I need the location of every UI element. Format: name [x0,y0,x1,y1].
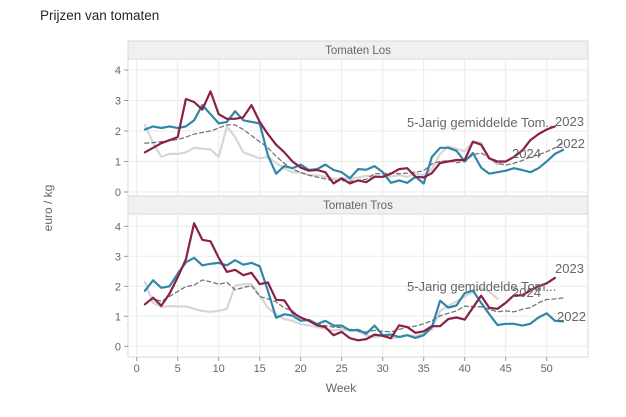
plot-area [127,213,589,358]
y-tick-label: 3 [115,251,121,263]
page-title: Prijzen van tomaten [40,8,160,23]
x-tick-label: 35 [418,363,430,375]
y-axis-title: euro / kg [41,185,55,232]
x-axis-title: Week [326,381,357,395]
series-label: 2024 [512,285,541,300]
series-line-2023 [143,90,557,185]
panel-title: Tomaten Tros [323,200,393,212]
series-label: 5-Jarig gemiddelde Tom... [407,115,556,130]
series-label: 2022 [557,309,586,324]
series-line-2024 [143,280,499,340]
x-tick-label: 5 [175,363,181,375]
x-tick-label: 20 [295,363,307,375]
series-label: 2024 [512,146,541,161]
y-tick-label: 2 [115,281,121,293]
series-line-2022 [143,103,565,185]
x-tick-label: 25 [336,363,348,375]
y-tick-label: 1 [115,311,121,323]
y-tick-label: 1 [115,157,121,169]
series-label: 5-Jarig gemiddelde Tom... [407,279,556,294]
series-line-2023 [143,222,557,342]
panels-group: Tomaten Los 0 1 2 3 4 5-Jarig gemiddelde Tom..… [115,40,589,375]
y-tick-label: 0 [115,187,121,199]
series-line-2022 [143,256,565,339]
x-tick-label: 50 [541,363,553,375]
panel-title: Tomaten Los [325,45,391,57]
series-label: 2023 [555,261,584,276]
x-tick-label: 10 [213,363,225,375]
y-tick-label: 2 [115,126,121,138]
x-tick-label: 30 [377,363,389,375]
series-label: 2023 [555,114,584,129]
x-tick-label: 15 [254,363,266,375]
plot-area [127,58,589,197]
x-tick-label: 0 [134,363,140,375]
y-tick-label: 0 [115,341,121,353]
y-tick-label: 4 [115,65,121,77]
x-tick-label: 40 [459,363,471,375]
y-tick-label: 3 [115,96,121,108]
y-tick-label: 4 [115,221,121,233]
x-tick-label: 45 [500,363,512,375]
series-label: 2022 [556,136,585,151]
